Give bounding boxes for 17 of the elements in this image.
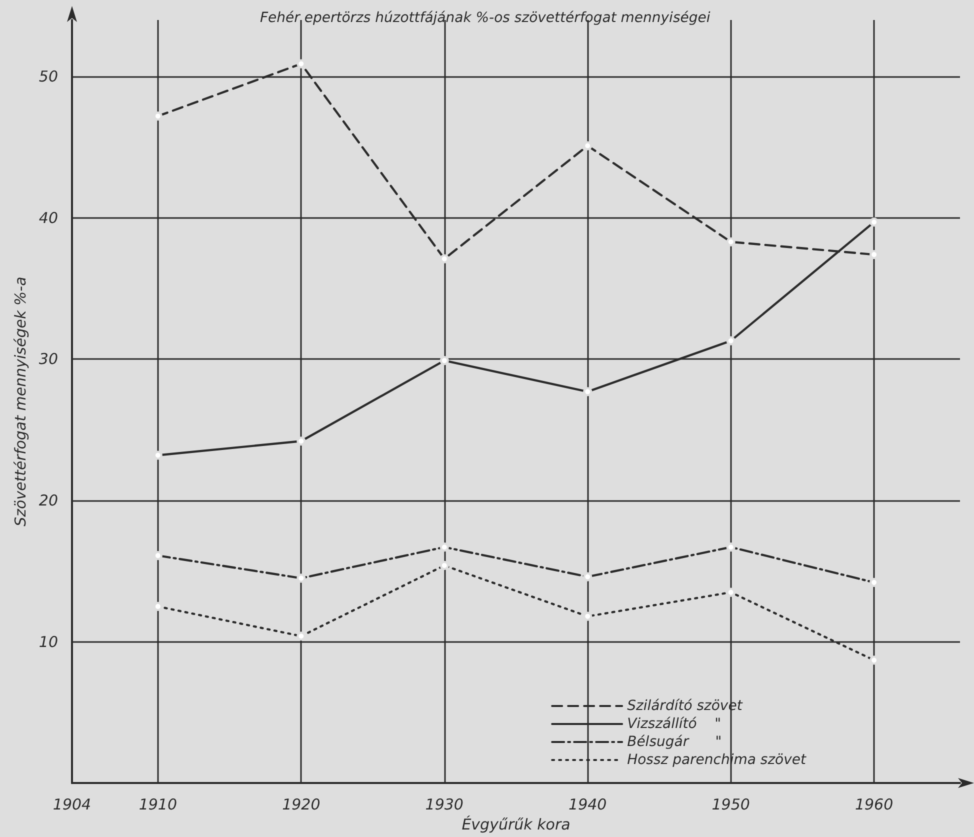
- x-tick-label: 1904: [52, 796, 92, 814]
- y-tick-label: 40: [38, 208, 58, 227]
- x-axis-title: Évgyűrűk kora: [462, 816, 570, 834]
- x-tick-label: 1920: [282, 796, 320, 814]
- y-tick-label: 10: [38, 632, 58, 651]
- x-tick-label: 1930: [425, 796, 464, 814]
- x-tick-label: 1910: [138, 796, 178, 814]
- x-tick-label: 1960: [854, 796, 894, 814]
- chart-title: Fehér epertörzs húzottfájának %-os szövettérfogat mennyiségei: [260, 10, 710, 26]
- x-tick-label: 1950: [712, 796, 750, 814]
- y-tick-label: 20: [38, 491, 58, 510]
- legend-label: Bélsugár ": [627, 734, 722, 750]
- y-tick-label: 30: [38, 350, 58, 368]
- x-tick-label: 1940: [568, 796, 607, 814]
- y-axis-title: Szövettérfogat mennyiségek %-a: [12, 276, 30, 526]
- y-tick-label: 50: [38, 68, 58, 86]
- legend-label: Vizszállító ": [627, 716, 722, 732]
